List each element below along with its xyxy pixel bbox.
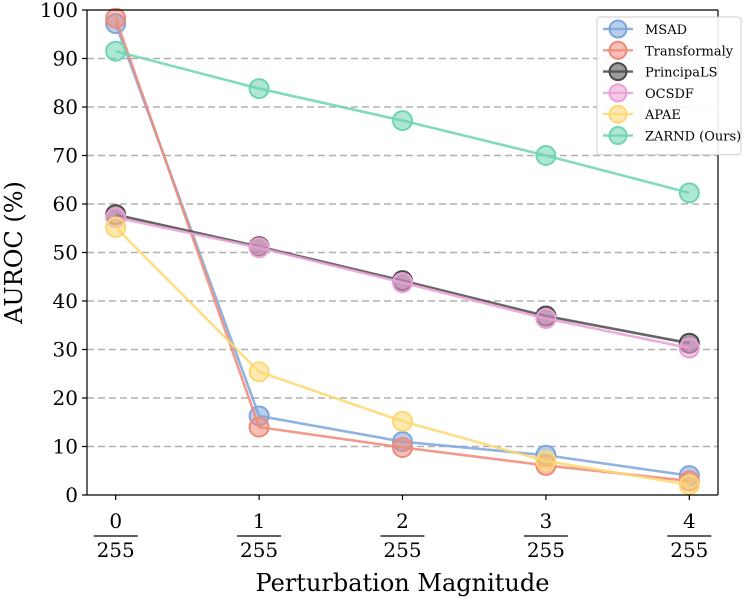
x-tick-denominator: 255 <box>97 538 135 562</box>
x-tick-numerator: 2 <box>396 509 409 533</box>
y-tick-label: 10 <box>53 435 78 459</box>
y-tick-label: 100 <box>40 0 78 22</box>
data-point <box>535 307 557 329</box>
y-tick-label: 0 <box>65 483 78 507</box>
legend-marker <box>608 104 628 124</box>
legend-label: ZARND (Ours) <box>645 130 741 145</box>
legend-entry: PrincipaLS <box>603 62 718 82</box>
data-point <box>248 361 270 383</box>
x-tick-denominator: 255 <box>240 538 278 562</box>
y-tick-label: 30 <box>53 338 78 362</box>
y-tick-label: 60 <box>53 192 78 216</box>
legend-label: MSAD <box>645 23 687 38</box>
y-tick-label: 20 <box>53 386 78 410</box>
legend-entry: OCSDF <box>603 83 694 103</box>
data-point <box>248 237 270 259</box>
legend-marker <box>608 126 628 145</box>
axes-layer: 0102030405060708090100025512552255325542… <box>40 0 719 562</box>
y-tick-label: 70 <box>53 144 78 168</box>
legend-marker <box>608 19 628 39</box>
y-axis-title: AUROC (%) <box>0 181 28 325</box>
x-tick-numerator: 4 <box>683 509 696 533</box>
y-tick-label: 40 <box>53 289 78 313</box>
x-axis-title: Perturbation Magnitude <box>256 569 550 597</box>
x-tick-denominator: 255 <box>383 538 421 562</box>
legend-label: Transformaly <box>645 44 734 59</box>
data-point <box>392 272 413 294</box>
data-point <box>392 110 413 132</box>
data-point <box>105 40 127 62</box>
y-tick-label: 90 <box>53 47 78 71</box>
x-tick-numerator: 1 <box>253 509 266 533</box>
legend-label: APAE <box>644 108 681 123</box>
y-tick-label: 50 <box>53 241 78 265</box>
legend: MSAD Transformaly PrincipaLS OCSDF APAE ZARND… <box>596 16 742 156</box>
x-tick-numerator: 0 <box>109 509 122 533</box>
legend-entry: ZARND (Ours) <box>603 126 741 145</box>
legend-label: PrincipaLS <box>645 66 718 81</box>
data-point <box>248 78 270 100</box>
series-zarnd-ours <box>105 40 700 204</box>
legend-marker <box>608 62 628 82</box>
x-tick-denominator: 255 <box>527 538 565 562</box>
data-point <box>392 410 413 432</box>
legend-label: OCSDF <box>645 87 694 102</box>
data-point <box>535 450 557 472</box>
data-point <box>392 436 413 458</box>
legend-entry: APAE <box>603 104 681 124</box>
data-point <box>678 337 700 359</box>
y-tick-label: 80 <box>53 95 78 119</box>
grid-layer <box>87 57 718 448</box>
series-ocsdf <box>105 207 700 359</box>
data-point <box>678 182 700 204</box>
legend-entry: MSAD <box>603 19 687 39</box>
series-apae <box>105 216 700 496</box>
x-tick-denominator: 255 <box>670 538 708 562</box>
legend-marker <box>608 83 628 103</box>
data-point <box>105 7 127 29</box>
x-tick-numerator: 3 <box>540 509 553 533</box>
legend-marker <box>608 40 628 60</box>
data-point <box>678 474 700 496</box>
data-point <box>535 145 557 166</box>
data-point <box>105 216 127 238</box>
series-layer <box>105 7 700 496</box>
legend-entry: Transformaly <box>603 40 734 60</box>
data-point <box>248 416 270 438</box>
